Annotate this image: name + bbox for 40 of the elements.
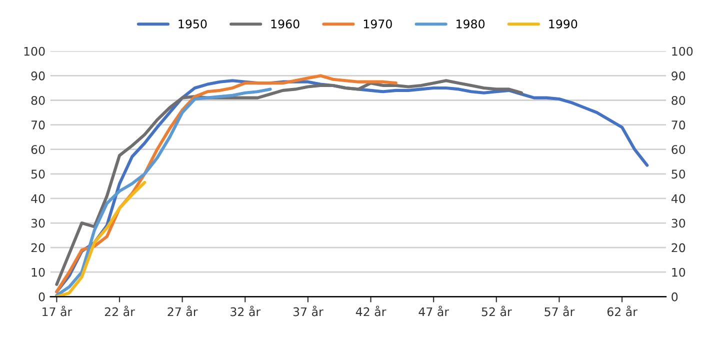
x-tick-label: 57 år: [544, 306, 575, 316]
y2-tick-label: 60: [672, 145, 686, 154]
line-series: [55, 180, 146, 297]
x-tick-label: 27 år: [168, 306, 198, 316]
x-tick-label: 42 år: [356, 306, 386, 316]
y2-tick-label: 70: [672, 120, 686, 130]
y-tick-label: 90: [31, 71, 45, 80]
line-series: [55, 88, 272, 297]
legend-label: 1950: [178, 19, 207, 28]
x-tick-label: 47 år: [418, 306, 450, 316]
x-tick-label: 62 år: [607, 306, 638, 316]
y-tick-label: 40: [31, 194, 45, 204]
y2-tick-label: 80: [672, 96, 686, 105]
y-tick-label: 30: [31, 218, 45, 228]
y2-tick-label: 100: [672, 46, 693, 56]
y-tick-label: 20: [31, 243, 45, 252]
y-tick-label: 100: [24, 46, 45, 56]
line-series: [55, 79, 524, 286]
y-tick-label: 70: [31, 120, 45, 130]
y2-tick-label: 20: [672, 243, 686, 252]
x-tick-label: 32 år: [230, 306, 261, 316]
y2-tick-label: 30: [672, 218, 686, 228]
legend-label: 1970: [364, 19, 392, 28]
y-tick-label: 80: [31, 96, 45, 105]
y-tick-label: 0: [38, 292, 45, 302]
y-tick-label: 10: [32, 268, 45, 277]
y2-tick-label: 10: [672, 268, 686, 277]
y2-tick-label: 90: [672, 71, 686, 80]
y2-tick-label: 0: [672, 292, 678, 302]
y-tick-label: 60: [31, 145, 45, 154]
legend-label: 1990: [549, 19, 578, 28]
x-tick-label: 22 år: [104, 306, 135, 316]
x-tick-label: 37 år: [293, 306, 324, 316]
y2-tick-label: 50: [672, 170, 686, 179]
x-tick-label: 52 år: [482, 306, 512, 316]
y2-tick-label: 40: [671, 194, 686, 204]
y-tick-label: 50: [31, 170, 45, 179]
legend-label: 1980: [456, 19, 485, 28]
x-tick-label: 17 år: [42, 306, 72, 316]
legend-label: 1960: [271, 19, 300, 28]
